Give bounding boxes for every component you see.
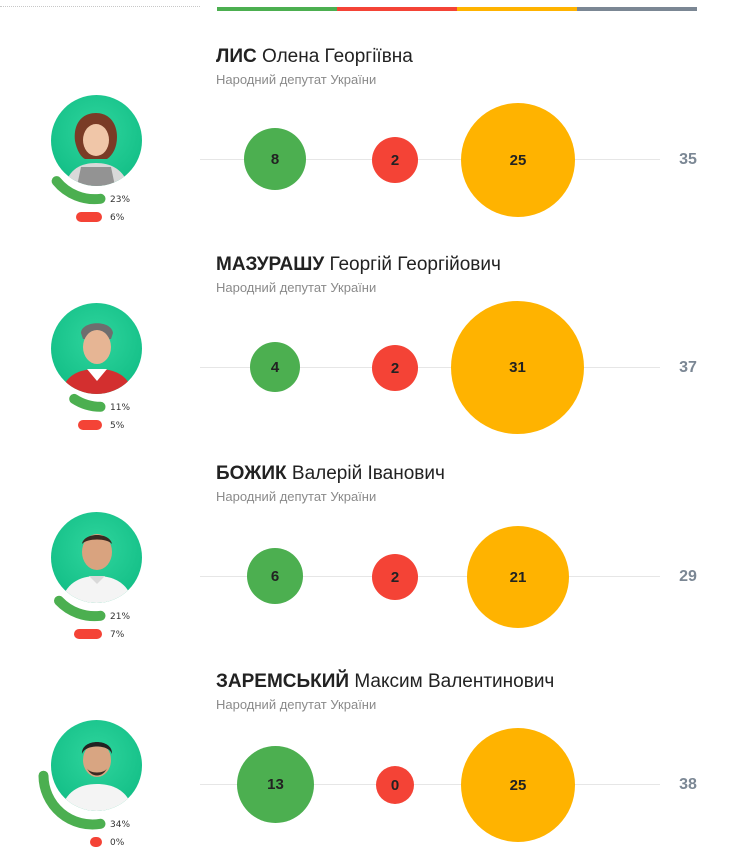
avatar[interactable] xyxy=(51,303,142,394)
green-percent-label: 34% xyxy=(110,820,131,830)
deputy-surname: ЗАРЕМСЬКИЙ xyxy=(216,671,350,692)
deputy-surname: МАЗУРАШУ xyxy=(216,254,325,275)
red-percent-bar xyxy=(78,420,102,430)
green-count-circle[interactable]: 4 xyxy=(250,342,300,392)
red-percent-label: 0% xyxy=(110,838,125,848)
red-percent-bar xyxy=(76,212,102,222)
row-line xyxy=(200,367,660,368)
legend-bar-red xyxy=(337,7,457,11)
row-line xyxy=(200,159,660,160)
deputy-given-name: Олена Георгіївна xyxy=(262,46,413,67)
row-line xyxy=(200,784,660,785)
person-icon xyxy=(61,323,133,394)
green-percent-label: 23% xyxy=(110,195,131,205)
red-count-circle[interactable]: 2 xyxy=(372,345,418,391)
deputy-row[interactable]: ЗАРЕМСЬКИЙ Максим Валентинович Народний … xyxy=(0,625,734,848)
deputy-surname: ЛИС xyxy=(216,46,257,67)
red-count-circle[interactable]: 2 xyxy=(372,554,418,600)
deputy-role: Народний депутат України xyxy=(216,489,377,504)
top-divider xyxy=(0,6,200,7)
deputy-name[interactable]: БОЖИК Валерій Іванович xyxy=(216,463,445,485)
person-icon xyxy=(65,113,129,186)
orange-count-circle[interactable]: 25 xyxy=(461,103,575,217)
red-percent-bar xyxy=(74,629,102,639)
red-count-circle[interactable]: 2 xyxy=(372,137,418,183)
green-count-circle[interactable]: 6 xyxy=(247,548,303,604)
person-icon xyxy=(61,534,133,603)
green-count-circle[interactable]: 13 xyxy=(237,746,314,823)
green-percent-label: 21% xyxy=(110,612,131,622)
deputy-role: Народний депутат України xyxy=(216,72,377,87)
deputy-row[interactable]: МАЗУРАШУ Георгій Георгійович Народний де… xyxy=(0,208,734,434)
deputy-row[interactable]: ЛИС Олена Георгіївна Народний депутат Ук… xyxy=(0,0,734,223)
total-count: 35 xyxy=(679,151,697,168)
total-count: 38 xyxy=(679,776,697,793)
red-count-circle[interactable]: 0 xyxy=(376,766,414,804)
red-percent-label: 6% xyxy=(110,213,125,223)
total-count: 37 xyxy=(679,359,697,376)
row-line xyxy=(200,576,660,577)
legend-bar-gray xyxy=(577,7,697,11)
deputy-surname: БОЖИК xyxy=(216,463,287,484)
total-count: 29 xyxy=(679,568,697,585)
deputy-row[interactable]: БОЖИК Валерій Іванович Народний депутат … xyxy=(0,417,734,640)
deputy-given-name: Валерій Іванович xyxy=(291,463,445,484)
red-percent-label: 5% xyxy=(110,421,125,431)
avatar[interactable] xyxy=(51,720,142,811)
legend-bar-orange xyxy=(457,7,577,11)
orange-count-circle[interactable]: 31 xyxy=(451,301,584,434)
avatar[interactable] xyxy=(51,95,142,186)
deputy-name[interactable]: ЗАРЕМСЬКИЙ Максим Валентинович xyxy=(216,671,554,693)
red-percent-bar xyxy=(90,837,102,847)
green-percent-label: 11% xyxy=(110,403,131,413)
orange-count-circle[interactable]: 25 xyxy=(461,728,575,842)
red-percent-label: 7% xyxy=(110,630,125,640)
orange-count-circle[interactable]: 21 xyxy=(467,526,569,628)
person-icon xyxy=(61,742,133,811)
green-count-circle[interactable]: 8 xyxy=(244,128,306,190)
avatar[interactable] xyxy=(51,512,142,603)
deputy-name[interactable]: МАЗУРАШУ Георгій Георгійович xyxy=(216,254,501,276)
deputy-role: Народний депутат України xyxy=(216,697,377,712)
deputy-given-name: Максим Валентинович xyxy=(354,671,555,692)
legend-bar-green xyxy=(217,7,337,11)
deputy-given-name: Георгій Георгійович xyxy=(329,254,501,275)
deputy-name[interactable]: ЛИС Олена Георгіївна xyxy=(216,46,413,68)
deputy-role: Народний депутат України xyxy=(216,280,377,295)
